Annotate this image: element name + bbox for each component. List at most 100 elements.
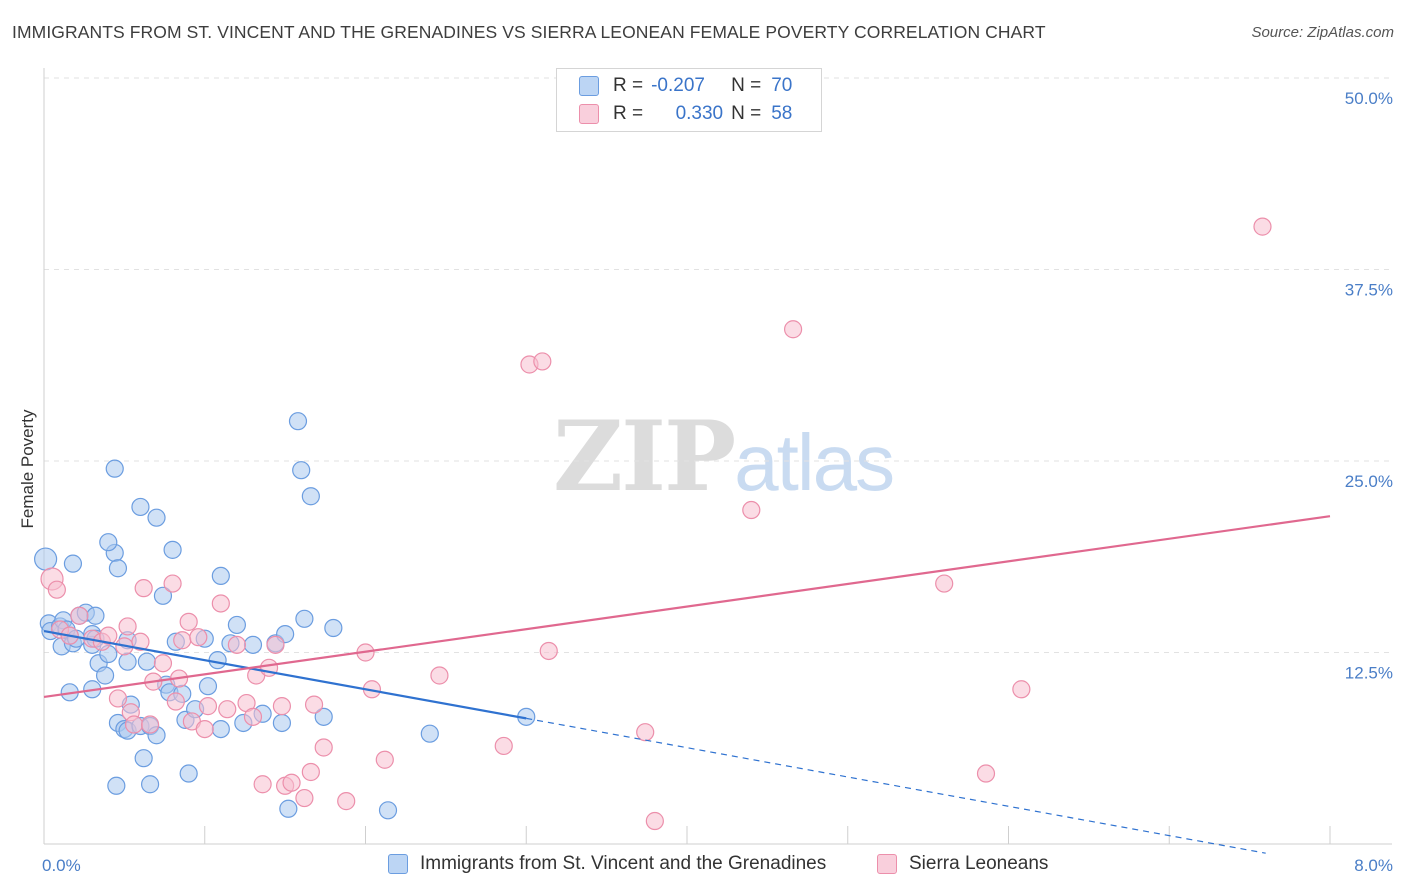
point-immigrants	[131, 497, 150, 517]
x-tick-label: 8.0%	[1354, 856, 1393, 875]
point-immigrants	[420, 724, 439, 743]
y-tick-label: 50.0%	[1345, 89, 1393, 108]
legend-swatch-pink	[877, 854, 897, 874]
legend-n-label: N =	[731, 75, 762, 96]
point-sierra-leoneans	[976, 764, 996, 783]
point-immigrants	[179, 764, 198, 783]
point-sierra-leoneans	[636, 723, 655, 742]
point-immigrants	[288, 412, 308, 431]
legend-item-sierra-leoneans[interactable]: Sierra Leoneans	[877, 848, 1048, 880]
point-sierra-leoneans	[179, 612, 198, 631]
y-tick-label: 12.5%	[1345, 664, 1393, 683]
chart-title: IMMIGRANTS FROM ST. VINCENT AND THE GREN…	[12, 22, 1046, 42]
point-immigrants	[163, 540, 182, 559]
point-sierra-leoneans	[198, 697, 218, 716]
point-sierra-leoneans	[742, 500, 761, 520]
point-immigrants	[134, 749, 153, 768]
legend-row-blue: R = -0.207 N = 70	[557, 73, 792, 99]
point-sierra-leoneans	[337, 792, 356, 811]
point-sierra-leoneans	[494, 736, 513, 756]
watermark-zip: ZIP	[553, 400, 736, 513]
point-sierra-leoneans	[783, 320, 803, 339]
point-sierra-leoneans	[227, 635, 246, 654]
point-immigrants	[279, 799, 298, 818]
point-immigrants	[292, 461, 311, 480]
point-immigrants	[324, 618, 343, 638]
point-sierra-leoneans	[124, 715, 144, 734]
point-sierra-leoneans	[539, 641, 558, 661]
y-tick-label: 37.5%	[1345, 281, 1393, 300]
point-immigrants	[227, 615, 246, 635]
point-immigrants	[208, 651, 227, 670]
point-sierra-leoneans	[243, 707, 263, 726]
point-immigrants	[272, 713, 292, 733]
point-immigrants	[99, 533, 118, 552]
legend-r-value: 0.330	[675, 103, 724, 124]
point-sierra-leoneans	[253, 775, 272, 794]
x-tick-label: 0.0%	[42, 856, 81, 875]
point-sierra-leoneans	[189, 628, 208, 647]
point-sierra-leoneans	[645, 811, 664, 831]
point-sierra-leoneans	[153, 654, 173, 673]
point-sierra-leoneans	[304, 695, 324, 714]
point-sierra-leoneans	[935, 574, 954, 593]
point-sierra-leoneans	[163, 574, 182, 593]
point-sierra-leoneans	[99, 626, 118, 645]
point-sierra-leoneans	[218, 700, 237, 719]
point-sierra-leoneans	[375, 750, 394, 769]
point-sierra-leoneans	[1012, 680, 1031, 699]
legend-n-value: 70	[771, 75, 793, 96]
watermark-atlas: atlas	[734, 418, 895, 507]
point-sierra-leoneans	[1253, 217, 1272, 236]
point-immigrants	[147, 508, 166, 527]
legend-label-immigrants: Immigrants from St. Vincent and the Gren…	[420, 853, 827, 874]
y-axis-label: Female Poverty	[18, 409, 37, 529]
legend-swatch-blue	[579, 76, 599, 96]
legend-r-value: -0.207	[651, 75, 705, 96]
point-sierra-leoneans	[70, 606, 89, 625]
point-sierra-leoneans	[118, 617, 137, 636]
trendline-sierra-leoneans	[43, 515, 1331, 699]
point-immigrants	[295, 609, 314, 628]
point-immigrants	[34, 547, 58, 571]
point-sierra-leoneans	[47, 580, 66, 599]
point-immigrants	[314, 707, 333, 726]
point-immigrants	[63, 554, 83, 573]
point-immigrants	[140, 775, 160, 794]
source-credit: Source: ZipAtlas.com	[1251, 24, 1394, 41]
point-immigrants	[153, 586, 173, 605]
y-tick-label: 25.0%	[1345, 472, 1393, 491]
trendline-immigrants-extension	[526, 717, 1266, 854]
point-sierra-leoneans	[533, 352, 552, 371]
point-sierra-leoneans	[314, 738, 333, 757]
point-immigrants	[95, 666, 115, 685]
point-sierra-leoneans	[173, 631, 192, 650]
legend-label-sierra-leoneans: Sierra Leoneans	[909, 853, 1049, 874]
point-immigrants	[378, 801, 398, 820]
point-immigrants	[107, 776, 126, 795]
point-immigrants	[243, 635, 263, 654]
point-immigrants	[86, 606, 105, 625]
legend-item-immigrants[interactable]: Immigrants from St. Vincent and the Gren…	[388, 848, 826, 880]
legend-n-value: 58	[771, 103, 793, 124]
point-immigrants	[211, 719, 230, 739]
point-immigrants	[108, 559, 128, 578]
point-sierra-leoneans	[301, 762, 320, 782]
legend-swatch-pink	[579, 104, 599, 124]
legend-swatch-blue	[388, 854, 408, 874]
point-sierra-leoneans	[108, 689, 128, 708]
point-sierra-leoneans	[195, 719, 214, 739]
point-immigrants	[105, 459, 124, 478]
point-sierra-leoneans	[266, 635, 285, 654]
trendline-immigrants	[43, 629, 527, 720]
point-sierra-leoneans	[166, 692, 185, 711]
point-sierra-leoneans	[131, 632, 150, 651]
legend-row-pink: R = 0.330 N = 58	[557, 101, 792, 127]
point-sierra-leoneans	[272, 697, 292, 716]
watermark: ZIPatlas	[553, 400, 895, 513]
point-immigrants	[211, 566, 230, 586]
point-immigrants	[118, 652, 137, 671]
point-sierra-leoneans	[140, 715, 160, 734]
point-immigrants	[137, 652, 156, 671]
